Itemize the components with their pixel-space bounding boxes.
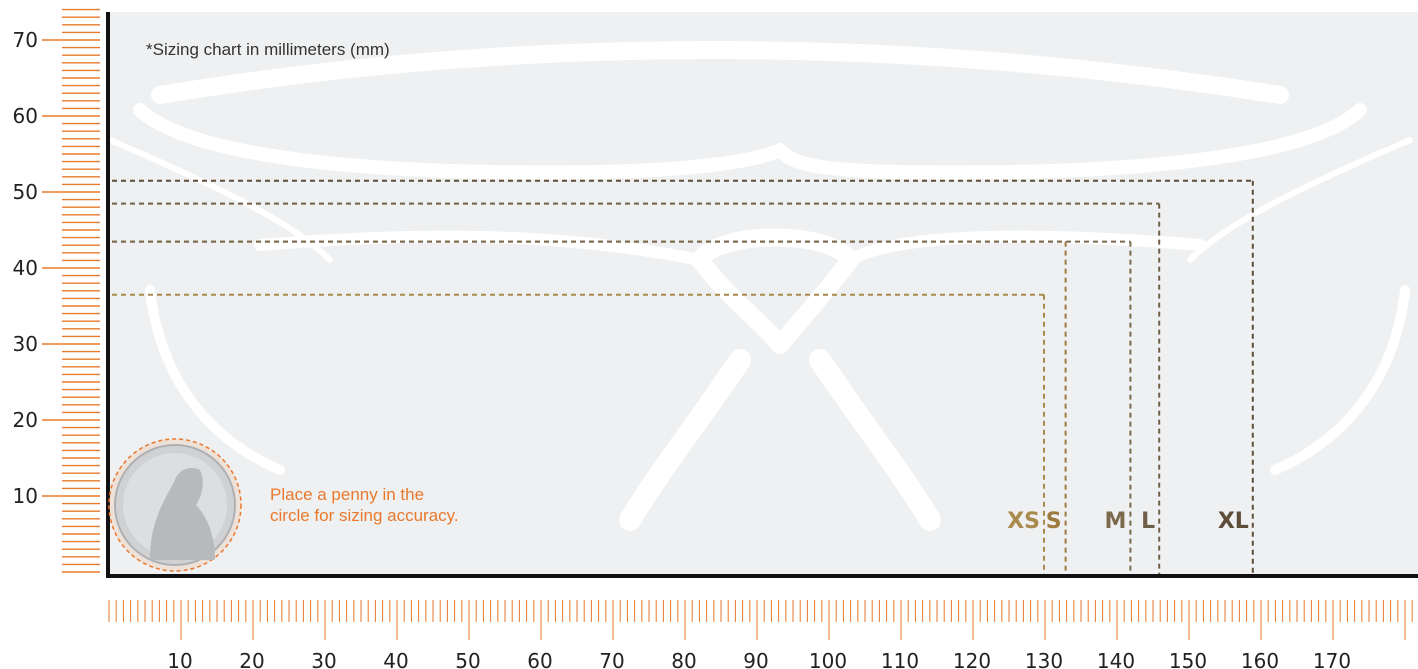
y-tick-label: 10 <box>13 484 38 508</box>
x-tick-label: 80 <box>671 649 696 669</box>
x-tick-label: 20 <box>239 649 264 669</box>
size-label: XS <box>1007 509 1040 534</box>
penny-marker <box>108 438 242 572</box>
x-tick-label: 150 <box>1169 649 1207 669</box>
glasses-silhouette <box>107 41 1413 531</box>
penny-instruction: Place a penny in the circle for sizing a… <box>270 484 459 526</box>
x-tick-label: 110 <box>881 649 919 669</box>
x-tick-label: 50 <box>455 649 480 669</box>
x-ruler: 10 20 30 40 50 60 70 80 90 100 110 120 130 140 150 160 1… <box>108 600 1413 669</box>
size-label: L <box>1141 509 1155 534</box>
x-tick-label: 130 <box>1025 649 1063 669</box>
x-tick-label: 170 <box>1313 649 1351 669</box>
y-tick-label: 30 <box>13 332 38 356</box>
x-tick-label: 30 <box>311 649 336 669</box>
x-tick-label: 90 <box>743 649 768 669</box>
penny-instruction-line1: Place a penny in the <box>270 485 425 504</box>
y-tick-label: 40 <box>13 256 38 280</box>
size-guides: XS S M L XL <box>112 179 1254 574</box>
size-label: XL <box>1218 509 1249 534</box>
y-ruler: 10 20 30 40 50 60 70 <box>13 8 100 573</box>
size-label: S <box>1046 509 1062 534</box>
sizing-note: *Sizing chart in millimeters (mm) <box>146 40 390 59</box>
y-tick-label: 70 <box>13 28 38 52</box>
x-tick-label: 10 <box>167 649 192 669</box>
y-tick-label: 50 <box>13 180 38 204</box>
penny-portrait-icon <box>150 468 215 560</box>
size-label: M <box>1104 509 1126 534</box>
x-tick-label: 70 <box>599 649 624 669</box>
x-tick-label: 100 <box>809 649 847 669</box>
x-tick-label: 140 <box>1097 649 1135 669</box>
y-tick-label: 20 <box>13 408 38 432</box>
x-tick-label: 160 <box>1241 649 1279 669</box>
y-tick-label: 60 <box>13 104 38 128</box>
x-tick-label: 60 <box>527 649 552 669</box>
x-tick-label: 40 <box>383 649 408 669</box>
penny-instruction-line2: circle for sizing accuracy. <box>270 506 459 525</box>
x-tick-label: 120 <box>953 649 991 669</box>
